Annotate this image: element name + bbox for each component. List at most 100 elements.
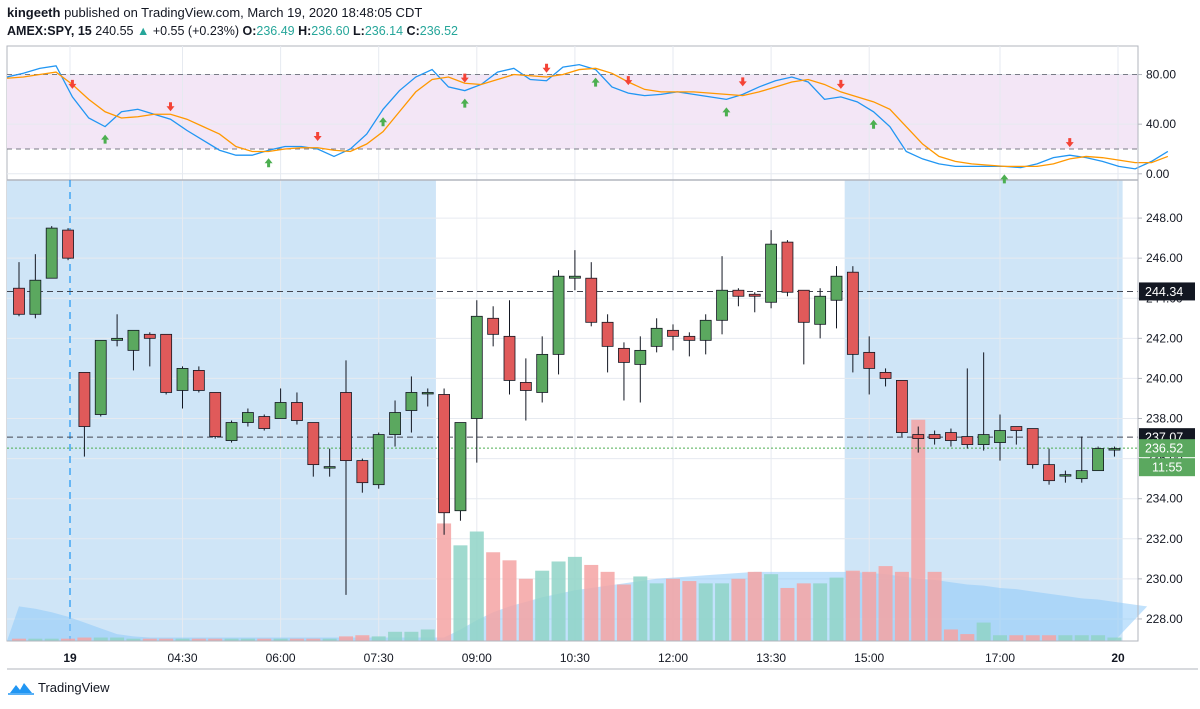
candle[interactable] <box>13 262 25 317</box>
candle[interactable] <box>569 250 581 291</box>
candle[interactable] <box>961 368 974 449</box>
candle[interactable] <box>552 270 565 375</box>
candle-body <box>421 392 434 395</box>
candle[interactable] <box>225 420 238 443</box>
candle[interactable] <box>618 342 630 401</box>
candle[interactable] <box>421 388 434 407</box>
candle[interactable] <box>356 458 369 493</box>
candle[interactable] <box>879 368 892 387</box>
candle[interactable] <box>928 430 941 445</box>
candle[interactable] <box>1092 446 1104 472</box>
candle[interactable] <box>896 380 908 437</box>
candle-body <box>241 412 254 423</box>
time-tick-label: 13:30 <box>756 651 786 665</box>
candle-body <box>1026 428 1039 466</box>
candle[interactable] <box>683 332 696 357</box>
candle[interactable] <box>1043 448 1055 485</box>
change-value: +0.55 (+0.23%) <box>152 24 239 38</box>
candle[interactable] <box>307 422 320 477</box>
candle[interactable] <box>1108 446 1121 457</box>
candle[interactable] <box>241 408 254 427</box>
candle[interactable] <box>94 339 107 417</box>
candle[interactable] <box>192 366 205 393</box>
candle[interactable] <box>389 400 401 447</box>
candle[interactable] <box>781 240 794 297</box>
brand-label: TradingView <box>38 680 110 695</box>
candle[interactable] <box>748 292 761 313</box>
candle-body <box>634 349 647 365</box>
candle[interactable] <box>797 289 810 365</box>
volume-bar <box>257 638 272 641</box>
candle[interactable] <box>519 358 532 421</box>
candle[interactable] <box>45 226 58 279</box>
candle[interactable] <box>536 336 549 403</box>
author-name[interactable]: kingeeth <box>7 5 61 20</box>
candle[interactable] <box>634 336 647 403</box>
candle[interactable] <box>830 266 843 329</box>
candle[interactable] <box>372 432 385 489</box>
candle[interactable] <box>209 392 222 439</box>
tradingview-branding[interactable]: TradingView <box>8 680 110 695</box>
candle[interactable] <box>454 422 467 521</box>
candle[interactable] <box>716 256 728 335</box>
up-arrow-icon <box>1000 174 1009 184</box>
candle[interactable] <box>487 306 500 347</box>
price-tick-label: 238.00 <box>1146 412 1183 426</box>
candle[interactable] <box>732 288 745 307</box>
volume-bar <box>911 419 926 641</box>
candle[interactable] <box>912 426 925 453</box>
candle[interactable] <box>62 228 74 261</box>
candle[interactable] <box>176 366 189 409</box>
candle[interactable] <box>323 448 336 477</box>
candle-body <box>323 466 336 469</box>
candle[interactable] <box>340 360 352 595</box>
candle[interactable] <box>503 300 516 395</box>
candle[interactable] <box>470 300 483 463</box>
candle[interactable] <box>127 329 140 371</box>
volume-bar <box>339 636 353 641</box>
candle[interactable] <box>1026 428 1039 469</box>
candle[interactable] <box>977 352 990 451</box>
close-label: C: <box>406 24 420 38</box>
candle[interactable] <box>78 372 91 457</box>
candle[interactable] <box>274 388 287 419</box>
candle-body <box>1092 448 1104 472</box>
candle[interactable] <box>945 428 957 447</box>
volume-bar <box>240 638 255 641</box>
candle[interactable] <box>863 336 876 395</box>
candle[interactable] <box>650 318 663 353</box>
candle[interactable] <box>585 262 598 327</box>
candle[interactable] <box>143 332 156 367</box>
volume-bar <box>976 622 991 641</box>
candle[interactable] <box>405 376 418 433</box>
candle-body <box>618 347 630 363</box>
candle[interactable] <box>160 333 173 395</box>
countdown-badge <box>1139 458 1195 477</box>
candle[interactable] <box>765 230 777 309</box>
candle[interactable] <box>994 414 1006 461</box>
candle[interactable] <box>1059 470 1072 483</box>
candle-body <box>1108 448 1121 451</box>
candle[interactable] <box>438 388 451 535</box>
candle[interactable] <box>1075 436 1088 483</box>
stochastic-tick-label: 40.00 <box>1146 117 1176 131</box>
candle[interactable] <box>814 288 827 339</box>
candle-body <box>487 317 500 335</box>
candle[interactable] <box>667 324 679 351</box>
price-tick-label: 234.00 <box>1146 492 1183 506</box>
candle[interactable] <box>29 254 42 319</box>
up-arrow-icon <box>101 134 110 144</box>
candle[interactable] <box>291 392 303 425</box>
candle[interactable] <box>846 266 859 373</box>
candle-body <box>732 289 745 297</box>
volume-bar <box>12 638 26 641</box>
candle[interactable] <box>258 414 271 431</box>
candle[interactable] <box>111 314 123 347</box>
symbol-label[interactable]: AMEX:SPY, 15 <box>7 24 92 38</box>
candle[interactable] <box>699 314 712 355</box>
candle[interactable] <box>1010 426 1023 445</box>
countdown-label: 11:55 <box>1152 461 1182 475</box>
candle[interactable] <box>601 314 614 373</box>
volume-bar <box>142 638 157 641</box>
